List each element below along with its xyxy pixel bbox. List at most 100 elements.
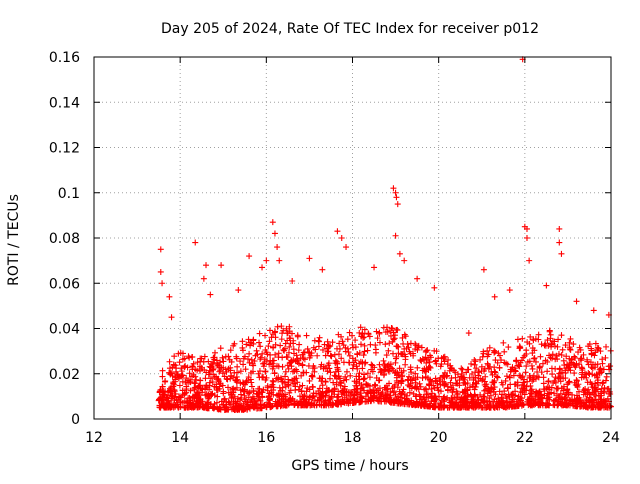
data-point [566,355,573,362]
data-point [535,336,542,343]
data-point [412,376,419,383]
data-point [264,384,271,391]
data-point [368,366,375,373]
data-point [340,359,347,366]
data-point [597,365,604,372]
data-point [255,394,262,401]
data-point [414,275,421,282]
data-point [510,372,517,379]
data-point [427,376,434,383]
data-point [584,358,591,365]
data-point [532,375,539,382]
data-point [332,368,339,375]
data-point [210,365,217,372]
data-point [502,392,509,399]
data-point [479,376,486,383]
data-point [181,398,188,405]
data-point [220,388,227,395]
data-point [580,373,587,380]
data-point [359,395,366,402]
data-point [567,335,574,342]
data-point [322,378,329,385]
data-point [202,386,209,393]
data-point [431,284,438,291]
data-point [441,395,448,402]
data-point [558,250,565,257]
data-point [354,385,361,392]
data-point [551,397,558,404]
data-point [376,398,383,405]
data-point [346,352,353,359]
data-point [505,385,512,392]
data-point [602,354,609,361]
data-point [534,396,541,403]
data-point [390,329,397,336]
data-point [336,340,343,347]
data-point [203,369,210,376]
data-point [325,343,332,350]
data-point [545,378,552,385]
data-point [202,375,209,382]
data-point [595,399,602,406]
data-point [575,381,582,388]
data-point [571,379,578,386]
data-point [402,361,409,368]
data-point [546,386,553,393]
data-point [390,397,397,404]
data-point [431,385,438,392]
data-point [259,393,266,400]
data-point [361,334,368,341]
data-point [256,389,263,396]
data-point [173,401,180,408]
data-point [407,380,414,387]
data-point [585,386,592,393]
data-point [513,357,520,364]
data-point [484,401,491,408]
data-point [601,384,608,391]
data-point [309,365,316,372]
data-point [230,385,237,392]
data-point [331,386,338,393]
data-point [303,388,310,395]
data-point [523,225,530,232]
data-point [291,376,298,383]
data-point [393,353,400,360]
data-point [174,371,181,378]
data-point [157,268,164,275]
data-point [435,355,442,362]
data-point [270,344,277,351]
data-point [172,393,179,400]
data-point [556,239,563,246]
data-point [459,398,466,405]
data-point [455,404,462,411]
data-point [206,379,213,386]
data-point [495,395,502,402]
data-point [427,354,434,361]
data-point [372,349,379,356]
data-point [314,352,321,359]
data-point [588,347,595,354]
data-point [387,332,394,339]
data-point [343,368,350,375]
data-point [566,364,573,371]
data-point [492,348,499,355]
data-point [408,369,415,376]
data-point [562,342,569,349]
data-point [592,361,599,368]
data-point [588,397,595,404]
data-point [472,392,479,399]
data-point [324,368,331,375]
data-point [394,327,401,334]
data-point [349,341,356,348]
data-point [434,384,441,391]
data-point [309,384,316,391]
data-point [268,383,275,390]
data-point [548,365,555,372]
data-point [233,353,240,360]
data-point [523,363,530,370]
data-point [354,350,361,357]
data-point [269,219,276,226]
y-tick-label: 0 [71,412,80,428]
data-point [405,377,412,384]
data-point [341,399,348,406]
